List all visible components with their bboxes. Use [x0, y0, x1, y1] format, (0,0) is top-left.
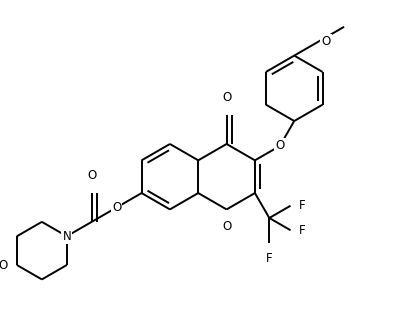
Text: O: O: [222, 220, 231, 233]
Text: F: F: [266, 252, 273, 265]
Text: O: O: [87, 169, 96, 181]
Text: O: O: [321, 35, 330, 48]
Text: O: O: [0, 258, 7, 272]
Text: N: N: [62, 230, 71, 243]
Text: F: F: [299, 199, 306, 212]
Text: O: O: [275, 139, 285, 153]
Text: F: F: [299, 224, 306, 237]
Text: O: O: [112, 201, 121, 214]
Text: O: O: [222, 91, 231, 104]
